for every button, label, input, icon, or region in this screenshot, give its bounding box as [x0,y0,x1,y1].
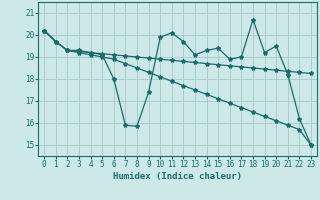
X-axis label: Humidex (Indice chaleur): Humidex (Indice chaleur) [113,172,242,181]
